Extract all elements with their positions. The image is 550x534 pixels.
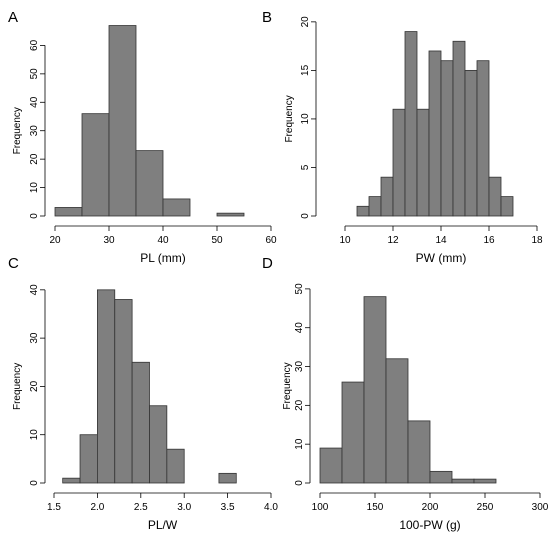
y-tick-label: 60 <box>29 39 40 51</box>
x-tick-label: 1.5 <box>47 502 61 513</box>
histogram-bar <box>404 31 418 217</box>
y-tick-label: 10 <box>294 438 305 450</box>
x-tick-label: 50 <box>211 235 223 246</box>
y-axis-title: Frequency <box>284 95 295 142</box>
panel-letter: C <box>8 255 19 272</box>
x-tick-label: 250 <box>477 502 494 513</box>
panel-b-histogram: B 0 5 10 15 20 Frequency 10 12 14 16 18 PW (mm) <box>262 9 543 265</box>
y-tick-label: 30 <box>294 361 305 373</box>
x-tick-label: 150 <box>367 502 384 513</box>
histogram-bar <box>166 448 185 484</box>
histogram-bar <box>452 40 466 217</box>
y-tick-label: 0 <box>300 213 311 219</box>
y-tick-label: 50 <box>29 68 40 80</box>
y-tick-label: 20 <box>29 380 40 392</box>
y-tick-label: 40 <box>29 96 40 108</box>
x-axis-title: 100-PW (g) <box>399 518 460 532</box>
histogram-bar <box>429 470 453 484</box>
histogram-bar <box>149 405 168 484</box>
histogram-bar <box>97 289 116 484</box>
histogram-bar <box>341 381 365 484</box>
histogram-bar <box>135 150 164 217</box>
y-tick-label: 40 <box>294 322 305 334</box>
histogram-bar <box>162 198 191 217</box>
y-tick-label: 20 <box>29 153 40 165</box>
histogram-bar <box>79 434 98 484</box>
histogram-bar <box>416 108 430 217</box>
x-axis-title: PL/W <box>148 518 178 532</box>
histogram-bar <box>108 25 137 217</box>
histogram-bar <box>451 478 475 484</box>
histogram-bar <box>319 447 343 484</box>
x-tick-label: 2.0 <box>90 502 104 513</box>
histogram-bar <box>476 60 490 217</box>
histogram-bar <box>392 108 406 217</box>
panel-letter: B <box>262 9 272 26</box>
y-tick-label: 5 <box>300 164 311 170</box>
histogram-bar <box>488 176 502 217</box>
histogram-bar <box>440 60 454 217</box>
histogram-bar <box>380 176 394 217</box>
x-tick-label: 100 <box>312 502 329 513</box>
x-tick-label: 40 <box>157 235 169 246</box>
histogram-bar <box>356 205 370 217</box>
x-tick-label: 16 <box>483 235 495 246</box>
x-tick-label: 200 <box>422 502 439 513</box>
y-tick-label: 10 <box>300 113 311 125</box>
x-tick-label: 60 <box>265 235 277 246</box>
y-axis-title: Frequency <box>12 363 23 410</box>
y-tick-label: 0 <box>29 213 40 219</box>
y-tick-label: 0 <box>294 480 305 486</box>
y-tick-label: 50 <box>294 283 305 295</box>
histogram-bar <box>81 113 110 217</box>
panel-d-histogram: D 0 10 20 30 40 50 Frequency 100 150 200 250 300 100-… <box>262 255 549 532</box>
panel-letter: A <box>8 9 18 26</box>
x-tick-label: 12 <box>387 235 399 246</box>
y-tick-label: 0 <box>29 480 40 486</box>
x-tick-label: 3.0 <box>177 502 191 513</box>
x-tick-label: 2.5 <box>134 502 148 513</box>
histogram-bar <box>363 296 387 484</box>
x-tick-label: 18 <box>531 235 543 246</box>
x-axis-title: PW (mm) <box>416 251 467 265</box>
y-tick-label: 40 <box>29 284 40 296</box>
panel-letter: D <box>262 255 273 272</box>
y-tick-label: 30 <box>29 125 40 137</box>
x-axis-title: PL (mm) <box>140 251 186 265</box>
histogram-bar <box>368 196 382 217</box>
y-tick-label: 20 <box>300 16 311 28</box>
y-axis-title: Frequency <box>12 107 23 154</box>
histogram-bar <box>407 420 431 484</box>
histogram-bar <box>473 478 497 484</box>
histogram-bar <box>500 196 514 217</box>
histogram-bar <box>385 358 409 484</box>
panel-c-histogram: C 0 10 20 30 40 Frequency 1.5 2.0 2.5 3.0 3.5 4.0 PL/… <box>8 255 278 532</box>
y-tick-label: 30 <box>29 332 40 344</box>
x-tick-label: 4.0 <box>264 502 278 513</box>
histogram-bar <box>131 361 150 484</box>
y-tick-label: 20 <box>294 399 305 411</box>
x-tick-label: 30 <box>103 235 115 246</box>
histogram-bar <box>216 212 245 217</box>
histogram-bar <box>464 69 478 217</box>
x-tick-label: 300 <box>532 502 549 513</box>
x-tick-label: 3.5 <box>221 502 235 513</box>
y-tick-label: 10 <box>29 429 40 441</box>
histogram-bar <box>114 299 133 484</box>
x-tick-label: 14 <box>435 235 447 246</box>
histogram-bar <box>218 472 237 484</box>
y-tick-label: 10 <box>29 182 40 194</box>
y-tick-label: 15 <box>300 64 311 76</box>
histogram-bar <box>428 50 442 217</box>
panel-a-histogram: A 0 10 20 30 40 50 60 Frequency 20 30 40 50 60 PL (mm) <box>8 9 277 265</box>
histogram-bar <box>54 207 83 217</box>
x-tick-label: 20 <box>49 235 61 246</box>
x-tick-label: 10 <box>339 235 351 246</box>
y-axis-title: Frequency <box>282 362 293 409</box>
histogram-bar <box>62 477 81 484</box>
